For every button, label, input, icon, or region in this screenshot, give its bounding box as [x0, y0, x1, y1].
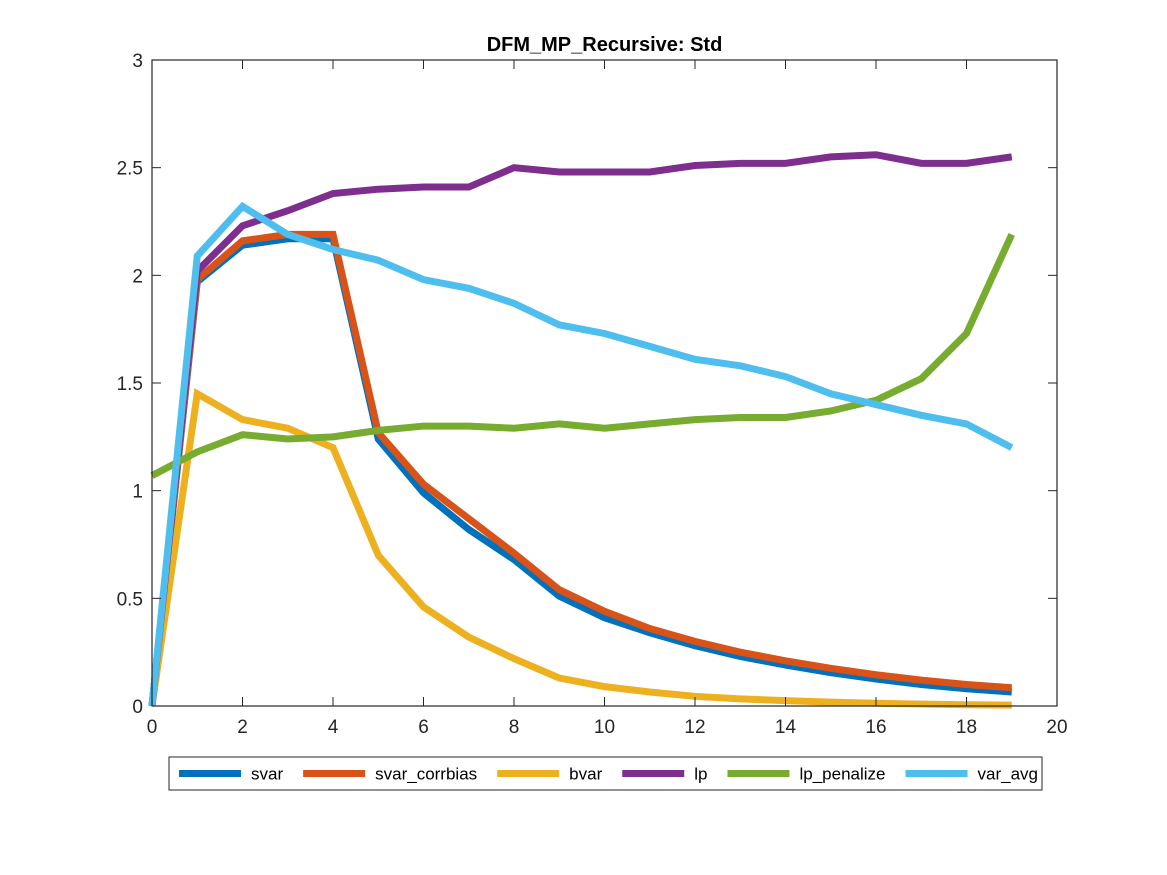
y-tick-label: 1 — [132, 482, 143, 503]
y-tick-label: 2 — [132, 266, 143, 287]
x-tick-label: 8 — [509, 717, 520, 738]
x-tick-label: 6 — [418, 717, 429, 738]
series-line-lp — [148, 151, 1013, 707]
legend: svar svar_corrbias bvar lp lp_penalize var_av… — [168, 756, 1043, 791]
x-tick-label: 12 — [684, 717, 705, 738]
legend-label-svar: svar — [251, 765, 283, 784]
series-line-bvar — [148, 388, 1012, 709]
series-line-var-avg — [148, 201, 1014, 707]
y-tick-label: 3 — [132, 51, 143, 72]
legend-label-bvar: bvar — [569, 765, 602, 784]
x-tick-label: 4 — [328, 717, 339, 738]
legend-label-var-avg: var_avg — [978, 765, 1038, 784]
chart-title: DFM_MP_Recursive: Std — [487, 34, 723, 56]
x-tick-label: 10 — [594, 717, 615, 738]
x-tick-label: 20 — [1046, 717, 1067, 738]
x-tick-label: 16 — [865, 717, 886, 738]
x-tick-label: 14 — [775, 717, 797, 738]
x-tick-label: 2 — [237, 717, 248, 738]
series-layer — [148, 151, 1015, 709]
y-tick-label: 0.5 — [117, 589, 143, 610]
x-tick-label: 0 — [147, 717, 158, 738]
legend-label-lp: lp — [694, 765, 707, 784]
y-tick-label: 1.5 — [117, 374, 143, 395]
ticks-layer: 0 2 4 6 8 10 12 14 16 18 20 0 0.5 1 1.5 2 2.5 3 — [117, 51, 1068, 738]
x-tick-label: 18 — [956, 717, 977, 738]
legend-label-lp-penalize: lp_penalize — [799, 765, 885, 784]
y-tick-label: 0 — [132, 697, 143, 718]
y-tick-label: 2.5 — [117, 159, 143, 180]
legend-label-svar-corrbias: svar_corrbias — [375, 765, 477, 784]
